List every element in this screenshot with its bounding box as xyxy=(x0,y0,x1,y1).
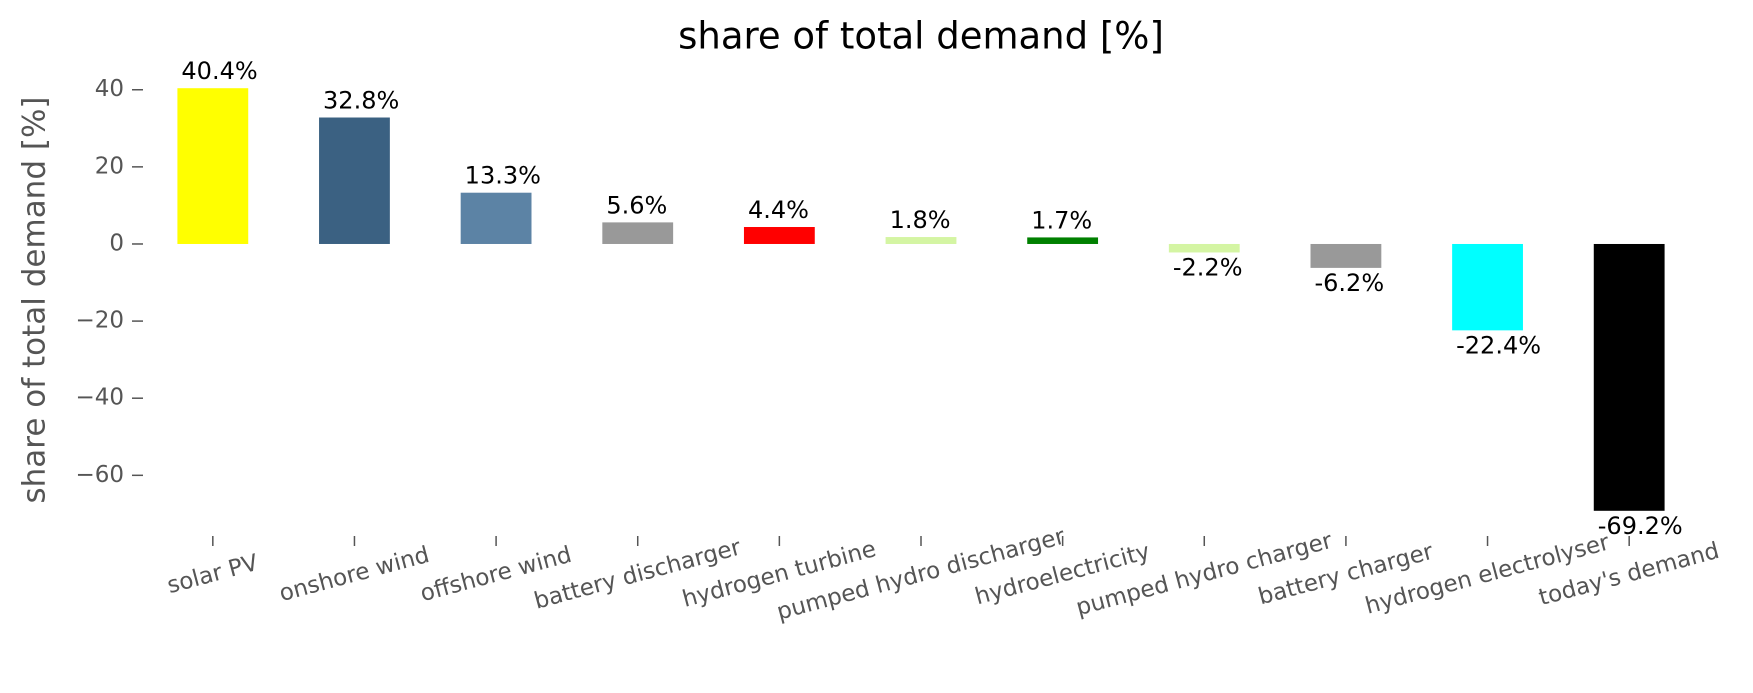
bar xyxy=(1027,237,1099,244)
value-label: -2.2% xyxy=(1173,253,1243,281)
value-label: 40.4% xyxy=(181,57,257,85)
y-tick-label: −40 xyxy=(75,385,124,411)
y-tick-label: 40 xyxy=(95,76,124,102)
value-label: 5.6% xyxy=(606,191,667,219)
value-label: 1.8% xyxy=(890,206,951,234)
x-tick-label: onshore wind xyxy=(277,542,433,607)
bar xyxy=(177,88,249,244)
value-label: -69.2% xyxy=(1598,512,1683,540)
bar xyxy=(1593,243,1665,511)
bar xyxy=(602,222,674,244)
y-tick-label: −60 xyxy=(75,462,124,488)
bar xyxy=(1310,243,1382,268)
bar xyxy=(1168,243,1240,253)
x-tick-label: solar PV xyxy=(164,550,261,599)
value-label: 13.3% xyxy=(465,162,541,190)
bar xyxy=(885,237,957,244)
value-label: -6.2% xyxy=(1315,269,1385,297)
y-tick-label: −20 xyxy=(75,308,124,334)
y-axis-label: share of total demand [%] xyxy=(17,96,53,503)
value-label: 4.4% xyxy=(748,196,809,224)
bar xyxy=(743,227,815,244)
value-label: 32.8% xyxy=(323,87,399,115)
bar xyxy=(1452,243,1523,331)
bar xyxy=(319,117,390,244)
value-label: 1.7% xyxy=(1031,206,1092,234)
chart-title: share of total demand [%] xyxy=(678,15,1164,58)
y-tick-label: 0 xyxy=(109,230,124,256)
y-tick-label: 20 xyxy=(95,153,124,179)
value-label: -22.4% xyxy=(1456,331,1541,359)
bar xyxy=(460,192,532,244)
